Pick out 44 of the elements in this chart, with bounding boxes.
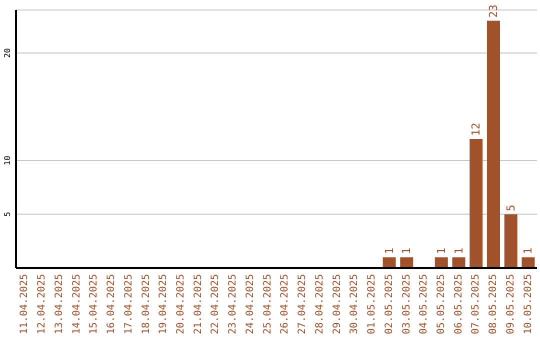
x-tick-label: 15.04.2025 <box>88 274 100 334</box>
x-tick-label: 28.04.2025 <box>314 274 326 334</box>
bar <box>470 139 483 268</box>
x-tick-label: 14.04.2025 <box>71 274 82 334</box>
y-tick-label: 5 <box>3 212 12 217</box>
x-tick-label: 17.04.2025 <box>123 274 134 334</box>
x-tick-label: 21.04.2025 <box>192 274 204 334</box>
y-tick-label: 20 <box>3 48 12 58</box>
data-label: 23 <box>486 4 500 18</box>
x-tick-label: 23.04.2025 <box>228 274 239 334</box>
x-tick-label: 11.04.2025 <box>19 274 30 334</box>
bar <box>504 214 518 268</box>
x-tick-label: 13.04.2025 <box>54 274 65 334</box>
x-tick-label: 02.05.2025 <box>384 274 395 334</box>
x-tick-label: 08.05.2025 <box>488 274 500 334</box>
data-label: 1 <box>400 248 414 254</box>
x-tick-label: 07.05.2025 <box>470 274 482 334</box>
data-label: 1 <box>452 248 466 254</box>
x-tick-label: 25.04.2025 <box>262 274 274 334</box>
x-tick-label: 24.04.2025 <box>244 274 256 334</box>
data-label: 5 <box>504 204 518 212</box>
x-tick-label: 03.05.2025 <box>401 274 412 334</box>
data-label: 1 <box>382 248 396 254</box>
x-tick-label: 29.04.2025 <box>332 274 343 334</box>
x-tick-label: 30.04.2025 <box>349 274 360 334</box>
x-tick-label: 04.05.2025 <box>418 274 430 334</box>
x-tick-label: 05.05.2025 <box>436 274 447 334</box>
x-tick-label: 22.04.2025 <box>210 274 222 334</box>
bar <box>486 20 500 268</box>
x-tick-label: 06.05.2025 <box>453 274 464 334</box>
x-tick-label: 20.04.2025 <box>175 274 186 334</box>
x-tick-label: 26.04.2025 <box>280 274 291 334</box>
data-label: 12 <box>470 122 483 136</box>
y-tick-label: 10 <box>3 156 12 166</box>
x-tick-label: 19.04.2025 <box>158 274 170 334</box>
x-tick-label: 09.05.2025 <box>505 274 516 334</box>
x-tick-label: 01.05.2025 <box>366 274 378 334</box>
x-tick-label: 16.04.2025 <box>106 274 118 334</box>
x-tick-label: 12.04.2025 <box>36 274 48 334</box>
x-tick-label: 10.05.2025 <box>522 274 534 334</box>
x-tick-label: 27.04.2025 <box>297 274 308 334</box>
data-label: 1 <box>434 248 448 254</box>
data-label: 1 <box>522 248 535 254</box>
x-tick-label: 18.04.2025 <box>140 274 152 334</box>
